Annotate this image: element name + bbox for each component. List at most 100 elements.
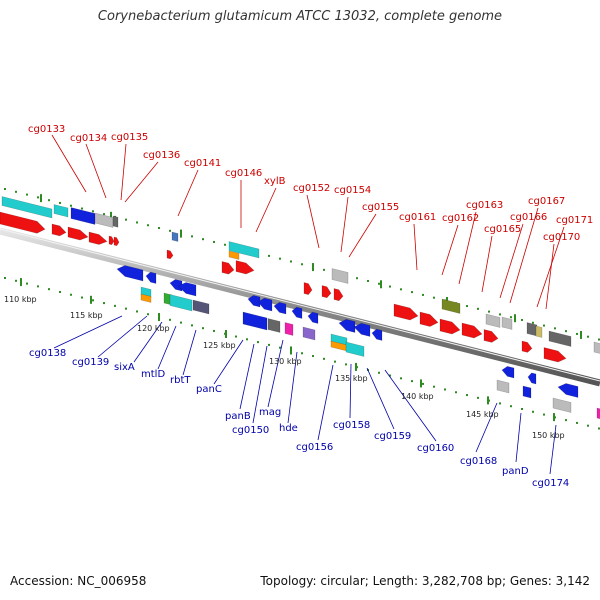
gene-block[interactable]	[338, 318, 356, 333]
gene-label-cg0141[interactable]: cg0141	[184, 158, 221, 169]
gene-block[interactable]	[522, 385, 532, 399]
gene-label-cg0160[interactable]: cg0160	[417, 443, 454, 454]
gene-label-cg0158[interactable]: cg0158	[333, 420, 370, 431]
gene-block[interactable]	[267, 318, 281, 333]
gene-block[interactable]	[302, 326, 316, 341]
gene-block[interactable]	[1, 196, 53, 219]
gene-label-cg0167[interactable]: cg0167	[528, 196, 565, 207]
gene-block[interactable]	[496, 379, 510, 394]
callout-line	[85, 143, 107, 199]
gene-label-cg0166[interactable]: cg0166	[510, 212, 547, 223]
gene-block[interactable]	[94, 212, 114, 228]
gene-label-mag[interactable]: mag	[259, 407, 281, 418]
gene-block[interactable]	[0, 211, 46, 234]
gene-block[interactable]	[303, 282, 313, 295]
gene-label-cg0163[interactable]: cg0163	[466, 200, 503, 211]
gene-block[interactable]	[228, 250, 240, 260]
callout-line	[97, 315, 148, 358]
gene-label-cg0134[interactable]: cg0134	[70, 133, 107, 144]
gene-block[interactable]	[535, 325, 543, 338]
gene-block[interactable]	[521, 340, 533, 353]
gene-block[interactable]	[113, 236, 120, 247]
gene-block[interactable]	[171, 231, 179, 242]
gene-block[interactable]	[169, 294, 193, 312]
gene-block[interactable]	[273, 302, 287, 315]
gene-label-cg0154[interactable]: cg0154	[334, 185, 371, 196]
gene-block[interactable]	[527, 372, 537, 385]
gene-block[interactable]	[501, 316, 513, 330]
gene-label-cg0168[interactable]: cg0168	[460, 456, 497, 467]
gene-block[interactable]	[51, 223, 67, 237]
gene-label-cg0138[interactable]: cg0138	[29, 348, 66, 359]
gene-block[interactable]	[441, 298, 461, 314]
gene-block[interactable]	[166, 249, 174, 260]
gene-block[interactable]	[116, 265, 144, 282]
guide-tick	[40, 194, 42, 203]
gene-label-hde[interactable]: hde	[279, 423, 298, 434]
gene-block[interactable]	[331, 268, 349, 284]
gene-block[interactable]	[593, 341, 600, 354]
gene-block[interactable]	[307, 311, 319, 324]
gene-label-xylB[interactable]: xylB	[264, 176, 286, 187]
gene-block[interactable]	[439, 318, 461, 335]
gene-block[interactable]	[228, 241, 260, 259]
gene-block[interactable]	[485, 313, 501, 328]
gene-label-cg0159[interactable]: cg0159	[374, 431, 411, 442]
gene-block[interactable]	[257, 297, 273, 312]
gene-label-cg0133[interactable]: cg0133	[28, 124, 65, 135]
gene-label-cg0174[interactable]: cg0174	[532, 478, 569, 489]
gene-block[interactable]	[242, 311, 268, 331]
gene-label-cg0170[interactable]: cg0170	[543, 232, 580, 243]
gene-label-cg0155[interactable]: cg0155	[362, 202, 399, 213]
gene-label-cg0135[interactable]: cg0135	[111, 132, 148, 143]
gene-block[interactable]	[543, 347, 567, 363]
gene-block[interactable]	[371, 328, 383, 341]
gene-block[interactable]	[501, 366, 515, 379]
gene-label-cg0139[interactable]: cg0139	[72, 357, 109, 368]
gene-block[interactable]	[177, 282, 197, 297]
gene-block[interactable]	[526, 322, 538, 337]
gene-block[interactable]	[221, 261, 235, 275]
gene-block[interactable]	[552, 397, 572, 413]
gene-block[interactable]	[284, 322, 294, 336]
gene-label-cg0136[interactable]: cg0136	[143, 150, 180, 161]
gene-block[interactable]	[70, 207, 96, 225]
gene-label-cg0162[interactable]: cg0162	[442, 213, 479, 224]
gene-label-cg0146[interactable]: cg0146	[225, 168, 262, 179]
gene-label-cg0171[interactable]: cg0171	[556, 215, 593, 226]
gene-block[interactable]	[321, 285, 332, 299]
gene-block[interactable]	[596, 407, 600, 420]
gene-block[interactable]	[483, 329, 499, 343]
gene-block[interactable]	[112, 215, 119, 228]
gene-block[interactable]	[345, 341, 365, 357]
gene-label-mtlD[interactable]: mtlD	[141, 369, 165, 380]
gene-block[interactable]	[88, 231, 108, 245]
gene-block[interactable]	[140, 293, 152, 303]
gene-block[interactable]	[235, 260, 255, 275]
gene-block[interactable]	[192, 299, 210, 315]
gene-label-cg0161[interactable]: cg0161	[399, 212, 436, 223]
gene-label-panB[interactable]: panB	[225, 411, 251, 422]
gene-label-cg0152[interactable]: cg0152	[293, 183, 330, 194]
gene-block[interactable]	[393, 303, 419, 321]
gene-block[interactable]	[67, 226, 89, 241]
gene-block[interactable]	[53, 204, 69, 218]
gene-block[interactable]	[353, 322, 371, 337]
gene-block[interactable]	[291, 306, 303, 319]
gene-label-sixA[interactable]: sixA	[114, 362, 135, 373]
gene-block[interactable]	[419, 311, 439, 327]
gene-block[interactable]	[145, 271, 157, 284]
gene-label-rbtT[interactable]: rbtT	[170, 375, 191, 386]
gene-label-panD[interactable]: panD	[502, 466, 529, 477]
gene-block[interactable]	[557, 383, 579, 398]
gene-block[interactable]	[548, 330, 572, 347]
gene-label-panC[interactable]: panC	[196, 384, 222, 395]
guide-dot	[532, 410, 534, 413]
gene-label-cg0156[interactable]: cg0156	[296, 442, 333, 453]
guide-tick	[487, 396, 489, 405]
gene-block[interactable]	[461, 322, 483, 339]
gene-block[interactable]	[108, 235, 115, 246]
gene-label-cg0150[interactable]: cg0150	[232, 425, 269, 436]
gene-label-cg0165[interactable]: cg0165	[484, 224, 521, 235]
gene-block[interactable]	[333, 288, 344, 302]
